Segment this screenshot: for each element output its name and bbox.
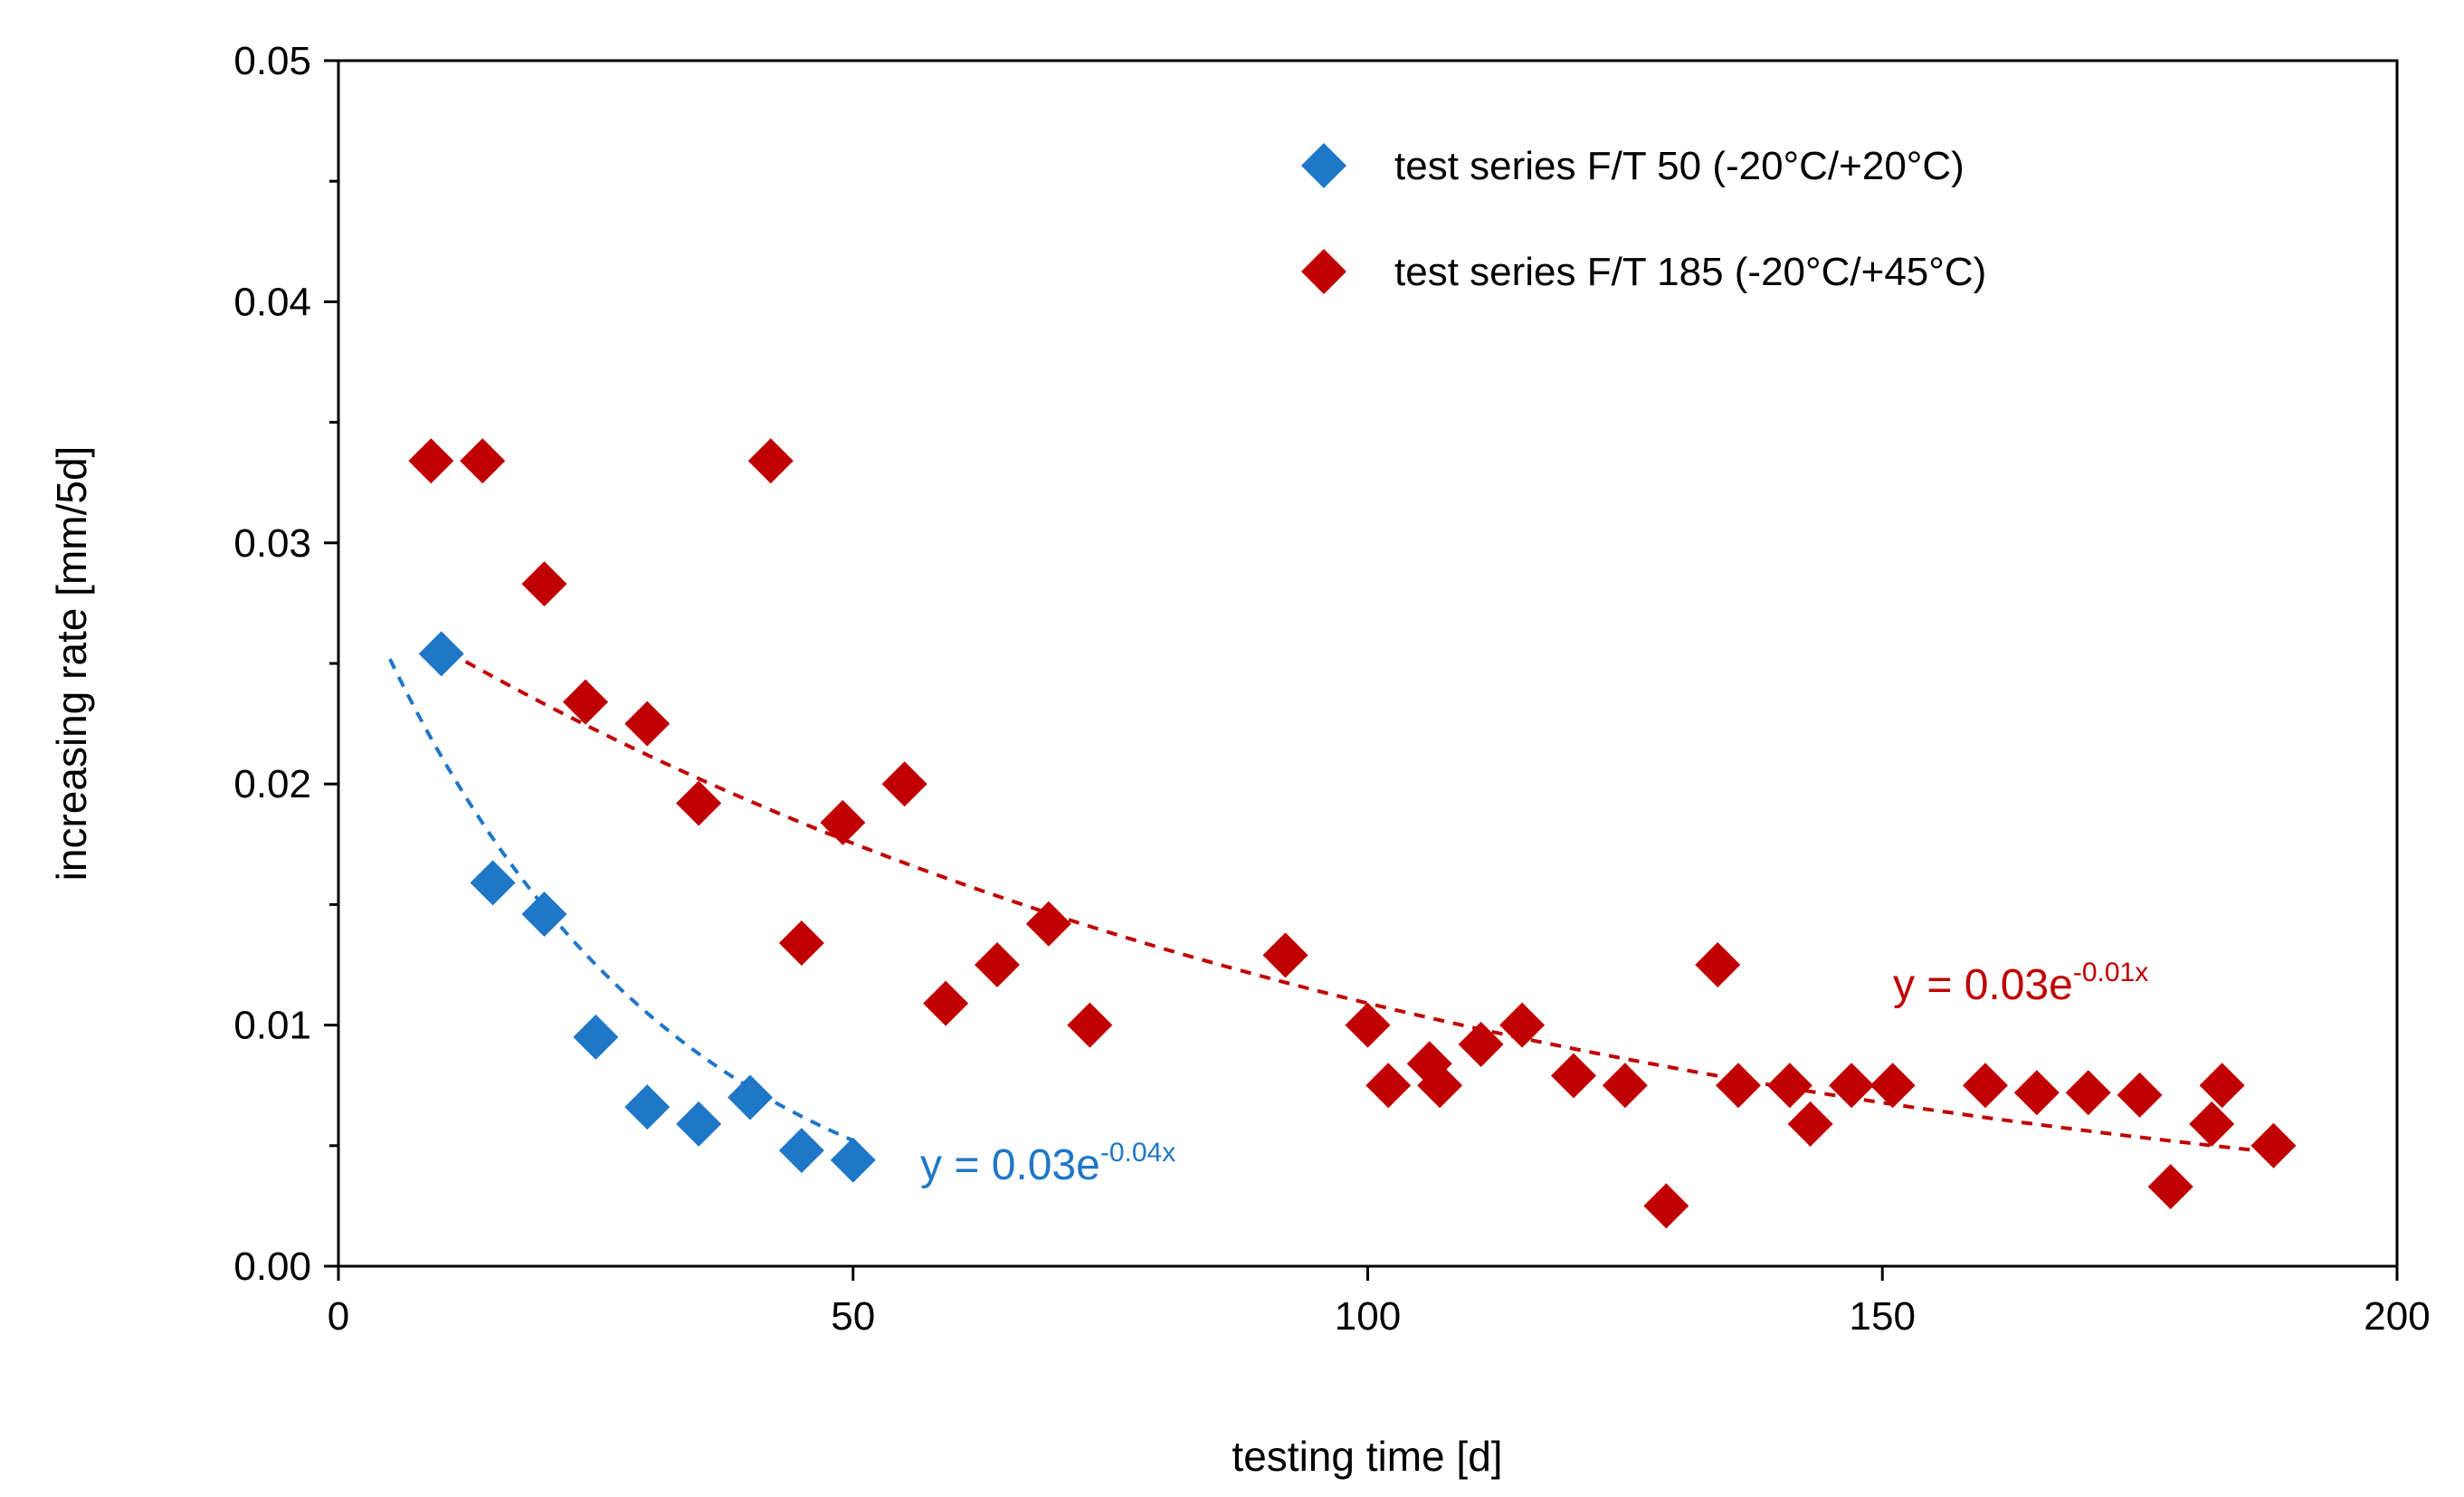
- data-point-series-2: [2250, 1122, 2297, 1168]
- data-point-series-2: [1602, 1063, 1648, 1109]
- legend-marker-series-2: [1301, 249, 1346, 294]
- trendlines: [388, 640, 2274, 1155]
- data-point-series-2: [563, 679, 608, 725]
- data-point-series-2: [1551, 1053, 1596, 1099]
- trendline-equation-series-2: y = 0.03e-0.01x: [1893, 958, 2148, 1009]
- data-point-series-2: [460, 438, 506, 484]
- data-point-series-1: [728, 1074, 773, 1120]
- data-point-series-2: [1829, 1063, 1875, 1109]
- data-point-series-2: [2117, 1072, 2163, 1118]
- data-point-series-2: [1787, 1101, 1833, 1147]
- data-point-series-2: [1695, 942, 1741, 987]
- data-point-series-2: [975, 942, 1020, 987]
- x-axis-title: testing time [d]: [1232, 1433, 1502, 1480]
- legend-label-series-1: test series F/T 50 (-20°C/+20°C): [1394, 144, 1965, 188]
- data-point-series-2: [521, 561, 567, 607]
- data-point-series-2: [1499, 1002, 1546, 1048]
- trendline-equation-base: y = 0.03e: [920, 1141, 1100, 1189]
- data-point-series-2: [408, 438, 454, 484]
- data-markers: [408, 438, 2297, 1229]
- data-point-series-2: [676, 780, 722, 826]
- y-tick-label: 0.03: [233, 521, 311, 566]
- y-tick-label: 0.01: [233, 1004, 311, 1048]
- data-point-series-2: [1869, 1063, 1916, 1109]
- data-point-series-2: [1417, 1063, 1463, 1109]
- y-tick-label: 0.05: [233, 39, 311, 83]
- data-point-series-2: [2147, 1164, 2193, 1210]
- data-point-series-1: [676, 1101, 722, 1147]
- data-point-series-2: [2199, 1063, 2245, 1109]
- data-point-series-2: [2065, 1070, 2111, 1116]
- data-point-series-1: [521, 892, 567, 938]
- data-point-series-2: [1643, 1183, 1689, 1229]
- data-point-series-1: [830, 1137, 876, 1183]
- data-point-series-1: [778, 1128, 824, 1174]
- data-point-series-2: [778, 920, 824, 967]
- x-tick-label: 200: [2364, 1294, 2430, 1339]
- data-point-series-2: [1766, 1063, 1812, 1109]
- data-point-series-2: [1262, 932, 1308, 978]
- data-point-series-2: [624, 701, 671, 747]
- x-tick-label: 100: [1335, 1294, 1401, 1339]
- axis-ticks: 0 50 100 150 200 0.00 0.01 0.02 0.03 0.04 0.05: [233, 39, 2430, 1339]
- legend-label-series-2: test series F/T 185 (-20°C/+45°C): [1394, 250, 1986, 294]
- plot-area: [337, 59, 2399, 1268]
- data-point-series-2: [747, 438, 794, 484]
- data-point-series-2: [2013, 1070, 2060, 1116]
- data-point-series-2: [1963, 1063, 2008, 1109]
- x-tick-label: 150: [1850, 1294, 1916, 1339]
- data-point-series-2: [820, 799, 866, 845]
- data-point-series-2: [923, 980, 969, 1026]
- data-point-series-2: [1345, 1002, 1391, 1048]
- data-point-series-2: [1365, 1063, 1412, 1109]
- trendline-series-1: [388, 658, 854, 1142]
- data-point-series-2: [881, 761, 928, 807]
- trendline-equation-exponent: -0.01x: [2073, 958, 2148, 987]
- data-point-series-2: [1067, 1002, 1113, 1048]
- y-tick-label: 0.02: [233, 762, 311, 806]
- data-point-series-1: [573, 1014, 619, 1060]
- y-axis-title: increasing rate [mm/5d]: [48, 446, 95, 882]
- data-point-series-2: [1716, 1063, 1761, 1109]
- legend: test series F/T 50 (-20°C/+20°C) test ser…: [1301, 143, 1986, 294]
- data-point-series-1: [470, 860, 516, 906]
- trendline-equation-base: y = 0.03e: [1893, 961, 2073, 1009]
- y-tick-label: 0.04: [233, 280, 311, 324]
- x-tick-label: 0: [328, 1294, 349, 1339]
- data-point-series-1: [418, 631, 464, 677]
- trendline-equation-series-1: y = 0.03e-0.04x: [920, 1138, 1175, 1189]
- data-point-series-2: [1458, 1021, 1504, 1067]
- trendline-series-2: [430, 640, 2274, 1155]
- legend-marker-series-1: [1301, 143, 1346, 188]
- data-point-series-1: [624, 1084, 671, 1130]
- trendline-equation-exponent: -0.04x: [1100, 1138, 1175, 1168]
- data-point-series-2: [2189, 1101, 2235, 1147]
- y-tick-label: 0.00: [233, 1244, 311, 1289]
- data-point-series-2: [1025, 901, 1071, 947]
- x-tick-label: 50: [831, 1294, 875, 1339]
